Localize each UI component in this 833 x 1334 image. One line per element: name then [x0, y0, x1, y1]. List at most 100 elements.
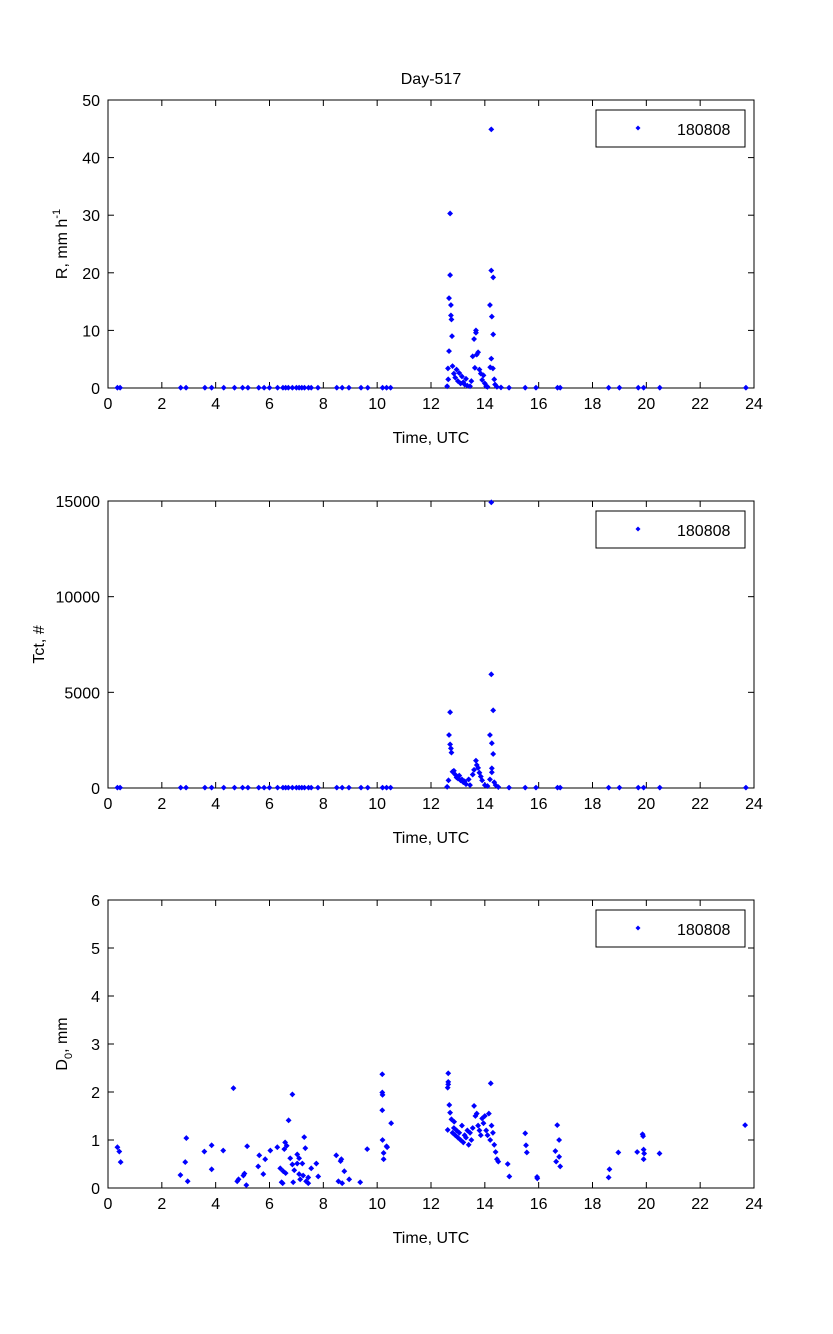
- data-point: [339, 784, 346, 791]
- data-point: [296, 1155, 303, 1162]
- data-point: [308, 1165, 315, 1172]
- data-point: [446, 732, 452, 738]
- data-point: [447, 1109, 454, 1116]
- x-tick-label: 2: [157, 796, 166, 813]
- y-tick-label: 15000: [56, 494, 101, 511]
- x-tick-label: 20: [637, 796, 655, 813]
- x-tick-label: 12: [422, 396, 440, 413]
- data-point: [615, 1149, 622, 1156]
- x-tick-label: 18: [584, 796, 602, 813]
- data-point: [640, 1146, 647, 1153]
- data-point: [743, 784, 749, 791]
- data-point: [487, 732, 493, 738]
- data-point: [305, 1174, 312, 1181]
- data-point: [477, 1132, 484, 1139]
- x-tick-label: 20: [637, 396, 655, 413]
- data-point: [387, 784, 394, 791]
- data-point: [453, 366, 460, 373]
- data-point: [471, 364, 478, 371]
- x-axis-label: Time, UTC: [393, 430, 470, 447]
- data-point: [488, 769, 495, 776]
- y-axis-label: R, mm h-1: [51, 209, 71, 279]
- data-point: [447, 741, 454, 748]
- data-point: [380, 1156, 387, 1163]
- x-tick-label: 16: [530, 796, 548, 813]
- data-point: [522, 1130, 529, 1137]
- x-tick-label: 22: [691, 1196, 709, 1213]
- y-tick-label: 10000: [56, 590, 101, 607]
- data-point: [479, 777, 486, 784]
- data-point: [459, 373, 465, 380]
- data-point: [447, 709, 454, 716]
- data-point: [444, 1126, 451, 1133]
- data-point: [208, 384, 215, 391]
- data-point: [277, 1165, 284, 1172]
- data-point: [260, 1171, 267, 1178]
- data-point: [475, 1122, 482, 1129]
- data-point: [447, 302, 454, 308]
- legend-marker: [635, 125, 641, 131]
- legend-label: 180808: [677, 122, 730, 139]
- data-point: [379, 1137, 386, 1143]
- data-point: [387, 384, 394, 391]
- y-tick-label: 20: [82, 266, 100, 283]
- x-tick-label: 10: [368, 1196, 386, 1213]
- data-point: [449, 363, 456, 370]
- data-point: [488, 267, 495, 274]
- data-point: [346, 1176, 353, 1183]
- data-point: [534, 1175, 541, 1182]
- data-point: [255, 1163, 262, 1170]
- data-point: [231, 384, 238, 391]
- data-point: [743, 384, 749, 391]
- x-tick-label: 6: [265, 796, 274, 813]
- x-tick-label: 16: [530, 1196, 548, 1213]
- data-point: [379, 1091, 386, 1098]
- data-point: [557, 784, 564, 791]
- data-point: [184, 1178, 191, 1185]
- data-point: [473, 1110, 480, 1117]
- data-point: [380, 1150, 387, 1156]
- data-point: [488, 740, 495, 747]
- y-axis-label-sub: 0: [63, 1053, 75, 1059]
- y-axis-label: Tct, #: [31, 625, 48, 663]
- data-point: [498, 384, 504, 391]
- data-point: [656, 1150, 663, 1157]
- data-point: [379, 1107, 386, 1114]
- data-point: [556, 1137, 563, 1143]
- legend: 180808: [595, 909, 746, 948]
- data-point: [220, 1147, 227, 1154]
- data-point: [364, 1146, 371, 1153]
- x-tick-label: 6: [265, 1196, 274, 1213]
- x-tick-label: 0: [104, 1196, 113, 1213]
- data-point: [245, 384, 251, 391]
- data-point: [444, 1084, 451, 1091]
- x-tick-label: 24: [745, 1196, 763, 1213]
- data-point: [522, 784, 529, 791]
- x-axis-label: Time, UTC: [393, 830, 470, 847]
- data-point: [299, 1160, 306, 1167]
- data-point: [487, 776, 493, 783]
- y-tick-label: 5000: [64, 685, 100, 702]
- data-point: [289, 1091, 296, 1098]
- data-point: [302, 1145, 309, 1152]
- data-point: [281, 1146, 288, 1153]
- y-axis-label-suffix: , mm: [54, 1017, 71, 1053]
- data-point: [358, 384, 364, 391]
- x-tick-label: 8: [319, 1196, 328, 1213]
- data-point: [616, 384, 623, 391]
- x-tick-label: 10: [368, 796, 386, 813]
- data-point: [341, 1168, 348, 1175]
- data-point: [241, 1170, 248, 1177]
- data-point: [490, 274, 497, 281]
- data-point: [459, 1122, 465, 1129]
- data-point: [364, 384, 371, 391]
- data-point: [495, 1158, 502, 1165]
- legend-marker: [635, 526, 641, 532]
- x-tick-label: 22: [691, 796, 709, 813]
- data-point: [488, 355, 495, 362]
- data-point: [468, 378, 475, 385]
- data-point: [557, 384, 564, 391]
- data-point: [471, 766, 477, 773]
